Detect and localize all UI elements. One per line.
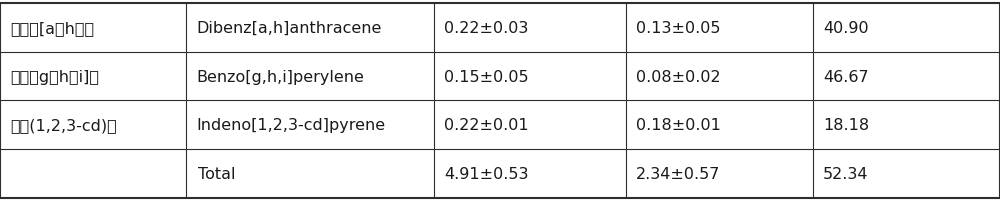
Text: 二苯并[a，h）蒲: 二苯并[a，h）蒲 [10, 21, 94, 36]
Text: 40.90: 40.90 [823, 21, 869, 36]
Text: 0.15±0.05: 0.15±0.05 [444, 69, 529, 84]
Text: 苯并（g，h，i]芳: 苯并（g，h，i]芳 [10, 69, 99, 84]
Text: Indeno[1,2,3-cd]pyrene: Indeno[1,2,3-cd]pyrene [196, 118, 385, 133]
Text: 0.08±0.02: 0.08±0.02 [636, 69, 721, 84]
Text: Dibenz[a,h]anthracene: Dibenz[a,h]anthracene [196, 21, 381, 36]
Text: 0.22±0.01: 0.22±0.01 [444, 118, 529, 133]
Text: 46.67: 46.67 [823, 69, 869, 84]
Text: 0.18±0.01: 0.18±0.01 [636, 118, 721, 133]
Text: 2.34±0.57: 2.34±0.57 [636, 166, 720, 181]
Text: Benzo[g,h,i]perylene: Benzo[g,h,i]perylene [196, 69, 364, 84]
Text: 18.18: 18.18 [823, 118, 869, 133]
Text: 4.91±0.53: 4.91±0.53 [444, 166, 528, 181]
Text: 52.34: 52.34 [823, 166, 868, 181]
Text: 0.22±0.03: 0.22±0.03 [444, 21, 528, 36]
Text: Total: Total [198, 166, 236, 181]
Text: 0.13±0.05: 0.13±0.05 [636, 21, 720, 36]
Text: 茸并(1,2,3-cd)芳: 茸并(1,2,3-cd)芳 [10, 118, 117, 133]
